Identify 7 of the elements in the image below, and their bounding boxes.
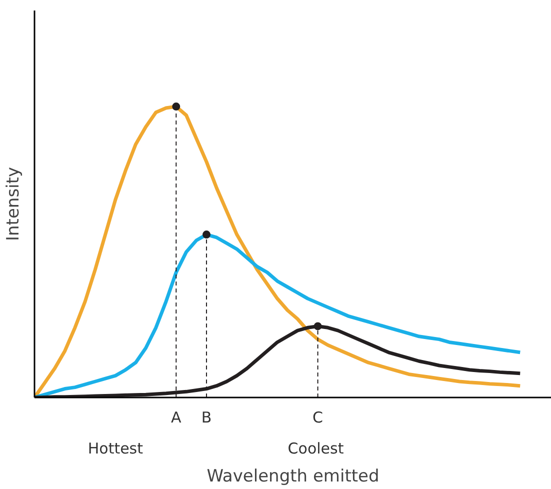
x-tick-label: C xyxy=(312,408,324,426)
x-tick-label: A xyxy=(171,408,182,426)
text: Hottest xyxy=(88,440,144,458)
text: Coolest xyxy=(288,440,344,458)
x-tick-label: B xyxy=(201,408,212,426)
x-axis-title: Wavelength emitted xyxy=(206,466,380,486)
y-axis-title: Intensity xyxy=(4,166,24,241)
